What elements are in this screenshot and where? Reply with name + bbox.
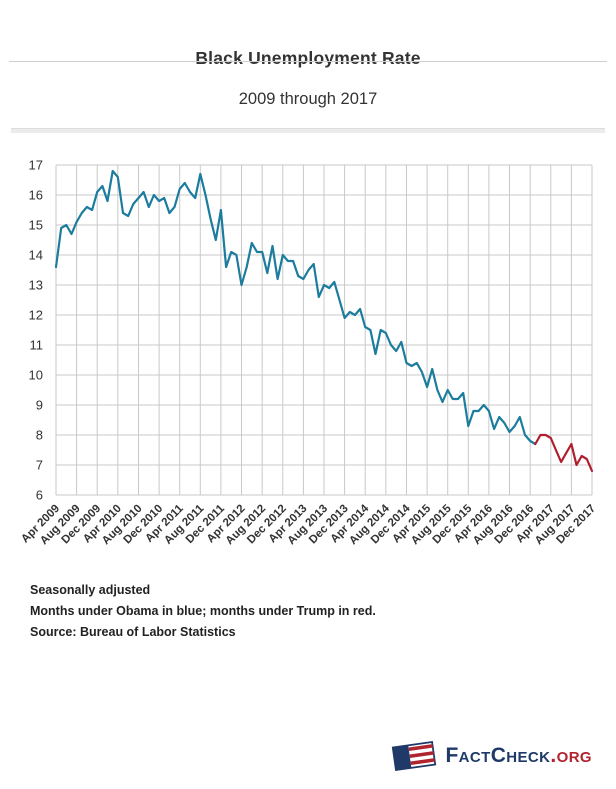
y-axis-label: 12	[29, 308, 43, 323]
obama-line	[54, 169, 537, 446]
chart-area: 6 7 8 9 10 11 12 13 14 15 16 17 Apr 2009 Aug 2009 Dec …	[0, 145, 616, 564]
note-source: Source: Bureau of Labor Statistics	[30, 625, 236, 639]
y-axis-label: 11	[30, 338, 44, 353]
y-axis-label: 17	[29, 158, 43, 173]
brand-suffix: .org	[550, 744, 592, 767]
y-axis-label: 10	[29, 368, 43, 383]
brand-name: FactCheck	[445, 744, 551, 767]
chart-notes: Seasonally adjusted Months under Obama i…	[30, 580, 616, 643]
y-axis-label: 6	[36, 488, 43, 503]
note-seasonally-adjusted: Seasonally adjusted	[30, 583, 151, 597]
page: Black Unemployment Rate 2009 through 201…	[0, 48, 616, 789]
trump-line	[534, 433, 594, 473]
page-subtitle: 2009 through 2017	[238, 90, 378, 108]
brand-wordmark: FactCheck.org	[445, 744, 592, 768]
y-axis-label: 14	[29, 248, 43, 263]
y-axis-label: 13	[29, 278, 43, 293]
note-color-legend: Months under Obama in blue; months under…	[30, 604, 376, 618]
page-title: Black Unemployment Rate	[195, 48, 421, 68]
top-divider	[9, 61, 607, 62]
factcheck-logo: FactCheck.org	[391, 739, 592, 773]
header-divider	[11, 128, 605, 133]
y-axis-label: 15	[29, 218, 43, 233]
y-axis-label: 7	[36, 458, 43, 473]
y-axis-label: 8	[36, 428, 43, 443]
y-axis-label: 16	[29, 188, 43, 203]
y-axis-label: 9	[36, 398, 43, 413]
flag-icon	[392, 741, 437, 771]
